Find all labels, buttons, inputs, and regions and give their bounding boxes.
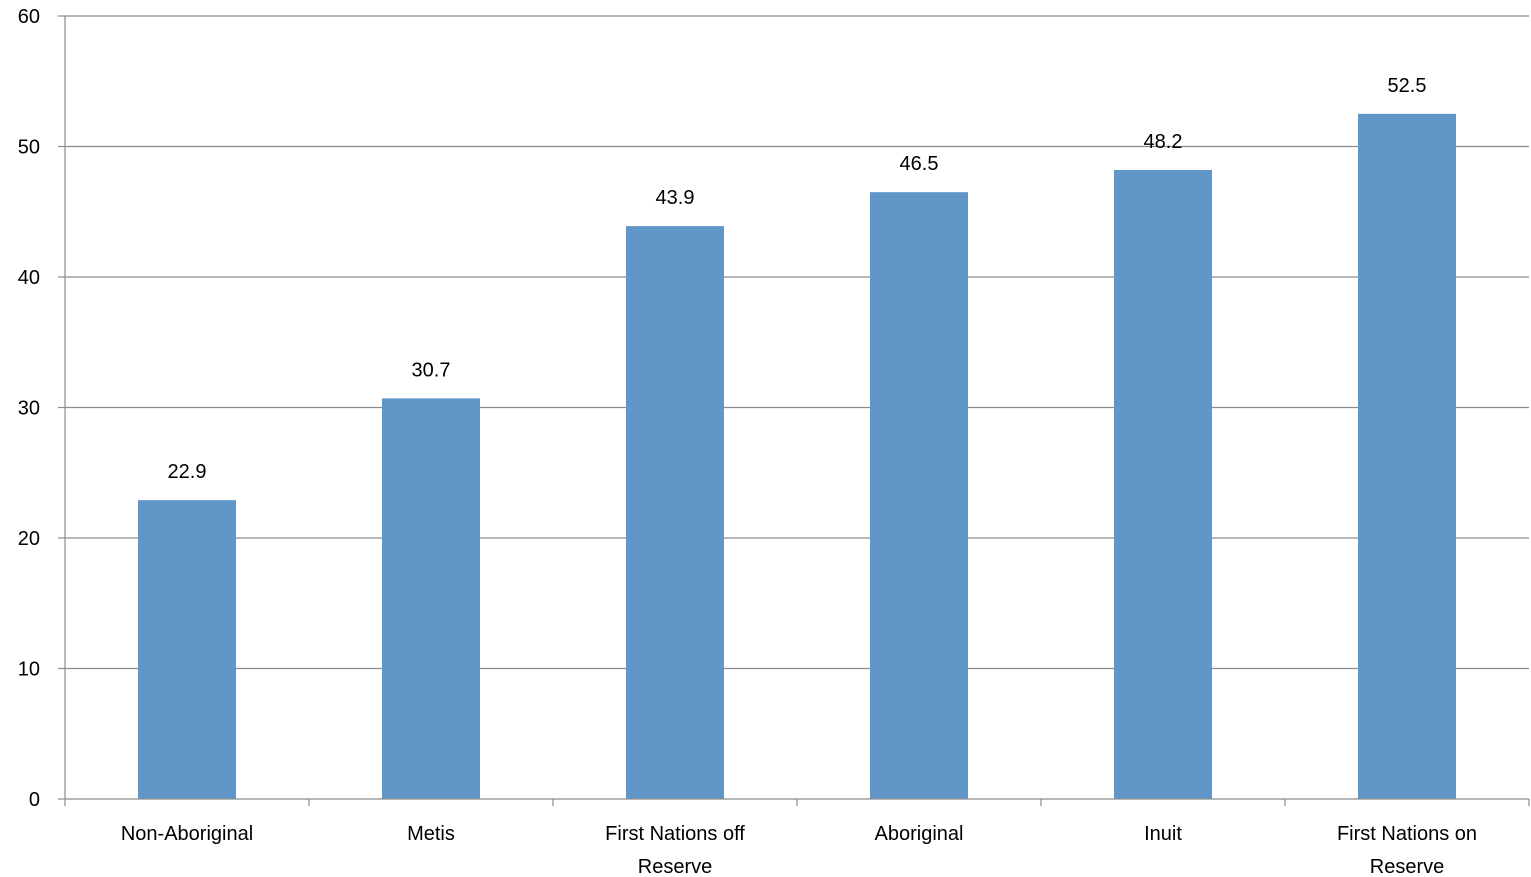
x-category-label: Reserve: [638, 856, 712, 877]
data-label: 22.9: [168, 461, 207, 483]
x-category-label: Aboriginal: [875, 823, 964, 845]
bar: [382, 398, 480, 799]
y-tick-label: 50: [18, 137, 40, 159]
y-tick-label: 40: [18, 267, 40, 289]
data-label: 46.5: [900, 153, 939, 175]
y-tick-label: 30: [18, 398, 40, 420]
x-axis-labels: Non-Aboriginal Metis First Nations off Rese…: [121, 823, 1477, 877]
x-category-label: Metis: [407, 823, 455, 845]
bar: [1358, 113, 1456, 799]
y-axis-ticks: 0 10 20 30 40 50 60: [18, 6, 40, 811]
axes: [58, 15, 1530, 806]
x-category-label: Inuit: [1144, 823, 1182, 845]
bars: [138, 113, 1456, 800]
x-category-label: Reserve: [1370, 856, 1444, 877]
data-labels: 22.9 30.7 43.9 46.5 48.2 52.5: [168, 75, 1427, 483]
x-category-label: Non-Aboriginal: [121, 823, 253, 845]
data-label: 30.7: [412, 359, 451, 381]
bar: [626, 226, 724, 800]
y-tick-label: 0: [29, 789, 40, 811]
y-tick-label: 20: [18, 528, 40, 550]
data-label: 48.2: [1144, 131, 1183, 153]
data-label: 43.9: [656, 187, 695, 209]
x-category-label: First Nations on: [1337, 823, 1477, 845]
data-label: 52.5: [1388, 75, 1427, 97]
gridlines: [65, 15, 1529, 670]
x-category-label: First Nations off: [605, 823, 745, 845]
bar: [138, 500, 236, 799]
y-tick-label: 60: [18, 6, 40, 28]
bar: [1114, 169, 1212, 800]
y-tick-label: 10: [18, 659, 40, 681]
bar: [870, 192, 968, 800]
